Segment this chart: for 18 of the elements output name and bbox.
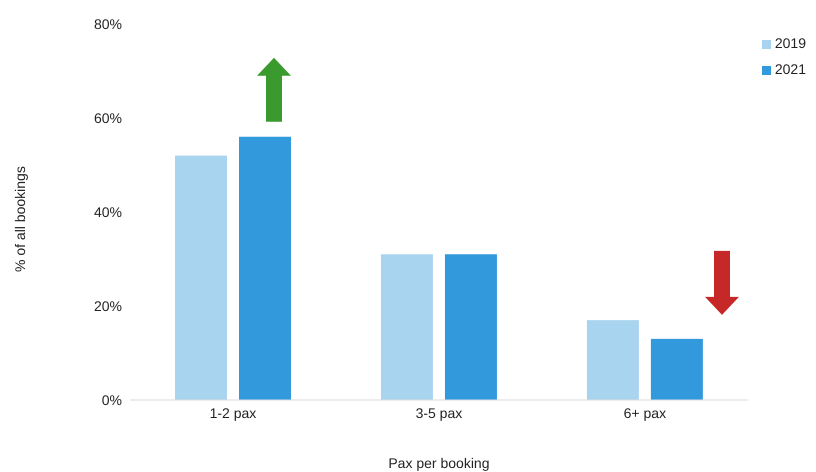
x-tick-label: 3-5 pax bbox=[416, 404, 462, 421]
y-tick-label: 60% bbox=[94, 110, 122, 126]
bar bbox=[586, 320, 639, 400]
y-tick-label: 40% bbox=[94, 204, 122, 220]
y-tick-label: 80% bbox=[94, 16, 122, 32]
legend-label: 2019 bbox=[774, 35, 806, 51]
x-tick-label: 6+ pax bbox=[624, 404, 666, 421]
bar bbox=[380, 254, 433, 400]
x-tick-label: 1-2 pax bbox=[210, 404, 256, 421]
y-tick-label: 20% bbox=[94, 298, 122, 314]
legend-label: 2021 bbox=[774, 61, 806, 77]
x-axis-title: Pax per booking bbox=[388, 455, 490, 471]
y-tick-label: 0% bbox=[102, 392, 122, 408]
bar bbox=[650, 338, 703, 400]
bar bbox=[239, 136, 291, 400]
y-axis-title: % of all bookings bbox=[12, 166, 28, 272]
bar bbox=[444, 254, 497, 400]
bar bbox=[175, 156, 227, 400]
